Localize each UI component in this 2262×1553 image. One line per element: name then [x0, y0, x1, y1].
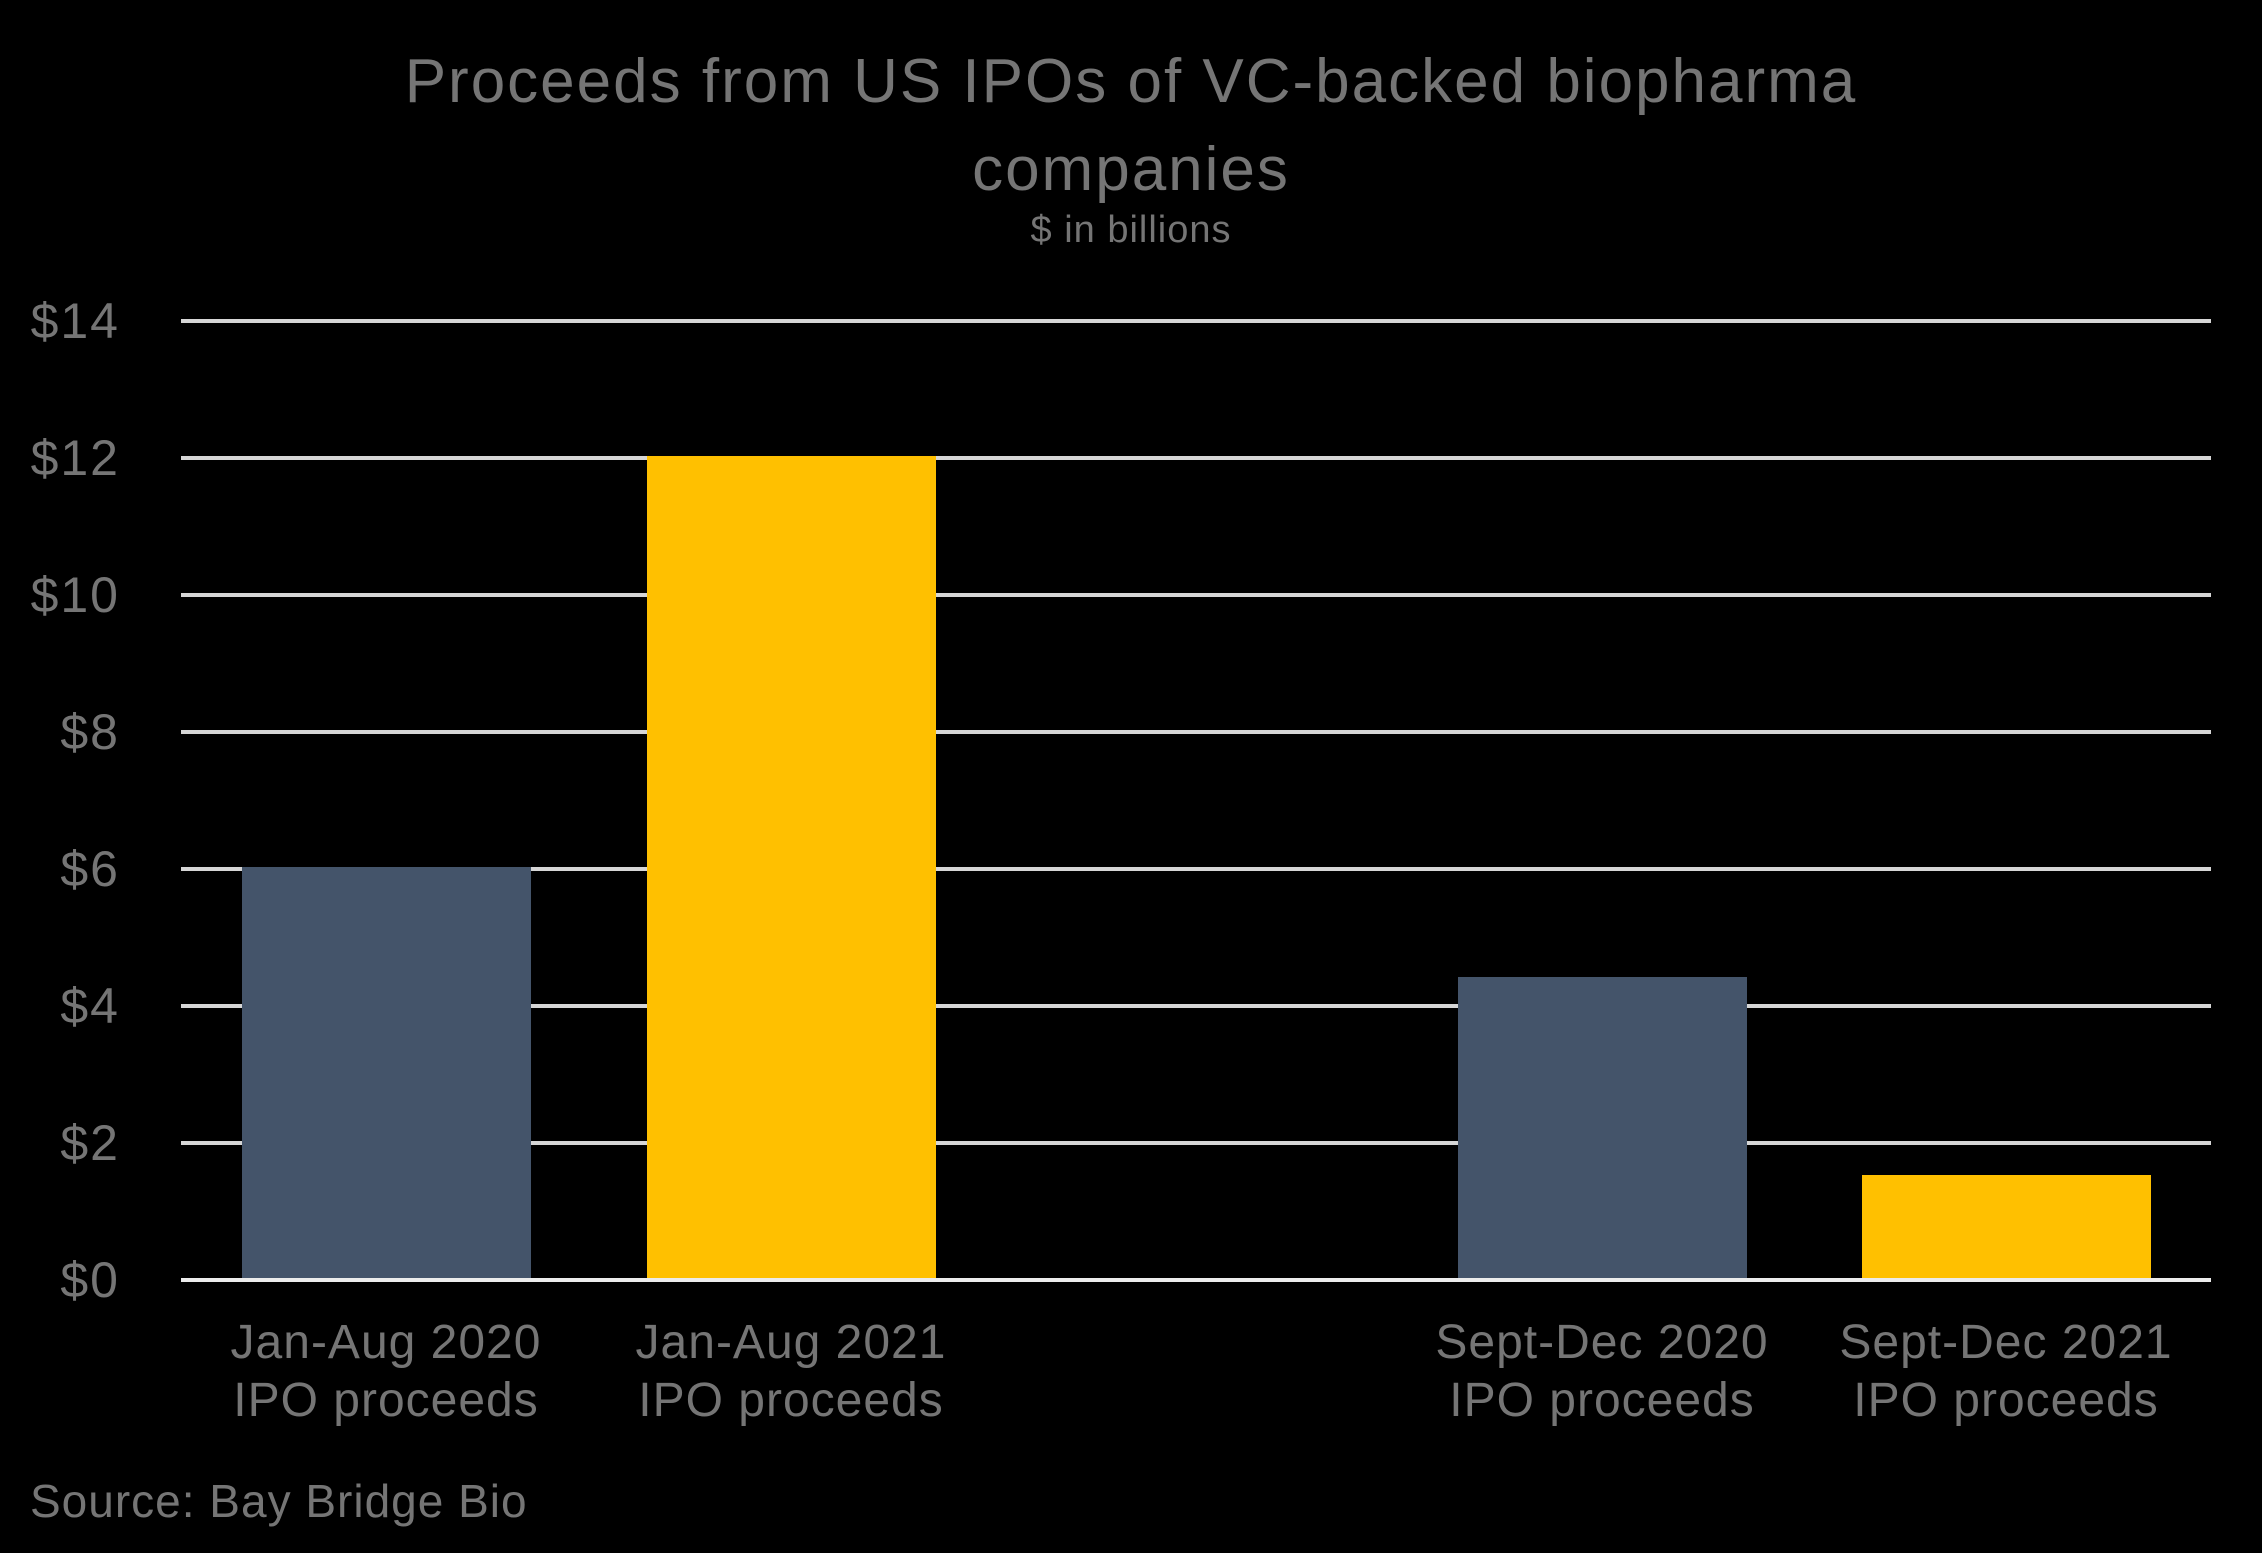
chart-title-line2: companies [972, 135, 1290, 204]
x-axis-category-label-line: Jan-Aug 2021 [635, 1316, 947, 1369]
y-axis-tick-label: $0 [60, 1252, 120, 1308]
x-axis-category-label-line: Sept-Dec 2020 [1435, 1316, 1769, 1369]
x-axis-category-label-line: IPO proceeds [233, 1374, 539, 1427]
gridline [181, 319, 2211, 323]
x-axis-category-label: Jan-Aug 2020 IPO proceeds [126, 1314, 646, 1430]
gridline [181, 867, 2211, 871]
bar [646, 456, 936, 1278]
x-axis-category-label: Jan-Aug 2021 IPO proceeds [531, 1314, 1051, 1430]
plot-area [181, 319, 2211, 1282]
x-axis-category-label-line: IPO proceeds [638, 1374, 944, 1427]
gridline [181, 593, 2211, 597]
gridline [181, 456, 2211, 460]
chart-title-line1: Proceeds from US IPOs of VC-backed bioph… [404, 47, 1858, 116]
chart-title: Proceeds from US IPOs of VC-backed bioph… [0, 38, 2262, 214]
x-axis-category-label-line: IPO proceeds [1449, 1374, 1755, 1427]
gridline [181, 1004, 2211, 1008]
y-axis-tick-label: $2 [60, 1115, 120, 1171]
chart-subtitle: $ in billions [1030, 209, 1232, 251]
x-axis-category-label-line: Jan-Aug 2020 [230, 1316, 542, 1369]
gridline [181, 1141, 2211, 1145]
y-axis-tick-label: $10 [30, 567, 120, 623]
y-axis-tick-label: $6 [60, 841, 120, 897]
bar [241, 867, 531, 1278]
y-axis-tick-label: $4 [60, 978, 120, 1034]
x-axis-baseline [181, 1278, 2211, 1282]
gridline [181, 730, 2211, 734]
bar [1861, 1175, 2151, 1278]
y-axis-tick-label: $12 [30, 430, 120, 486]
x-axis-category-label-line: Sept-Dec 2021 [1839, 1316, 2173, 1369]
x-axis-category-label: Sept-Dec 2020 IPO proceeds [1342, 1314, 1862, 1430]
y-axis-tick-label: $8 [60, 704, 120, 760]
x-axis-category-label-line: IPO proceeds [1853, 1374, 2159, 1427]
y-axis-tick-label: $14 [30, 293, 120, 349]
x-axis-category-label: Sept-Dec 2021 IPO proceeds [1746, 1314, 2262, 1430]
bar [1457, 977, 1747, 1278]
source-note: Source: Bay Bridge Bio [30, 1475, 528, 1527]
